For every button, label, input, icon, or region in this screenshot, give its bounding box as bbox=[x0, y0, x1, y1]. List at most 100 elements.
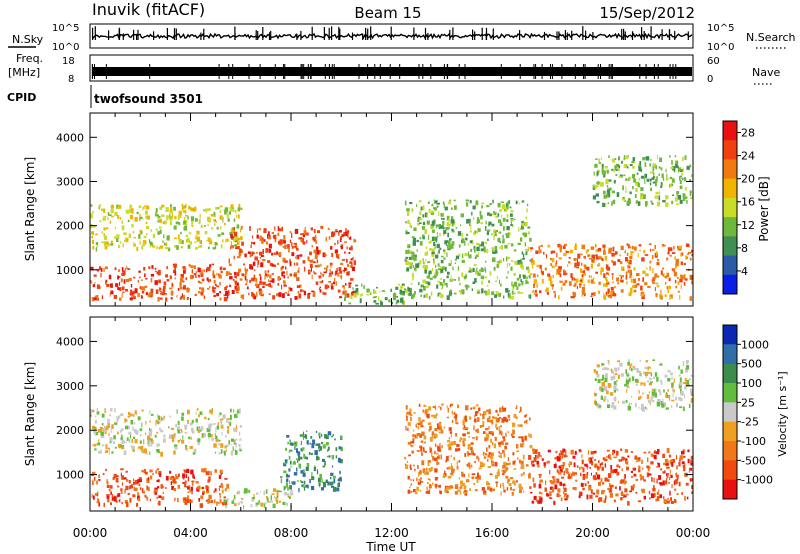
heatmap-cell bbox=[296, 458, 299, 460]
heatmap-cell bbox=[231, 438, 235, 442]
heatmap-cell bbox=[133, 422, 136, 425]
heatmap-cell bbox=[443, 279, 446, 283]
heatmap-cell bbox=[503, 453, 506, 457]
heatmap-cell bbox=[294, 296, 298, 300]
heatmap-cell bbox=[529, 273, 533, 276]
heatmap-cell bbox=[139, 428, 143, 432]
heatmap-cell bbox=[502, 485, 505, 490]
heatmap-cell bbox=[646, 178, 650, 182]
heatmap-cell bbox=[630, 451, 633, 453]
heatmap-cell bbox=[422, 468, 426, 474]
heatmap-cell bbox=[675, 501, 677, 503]
heatmap-cell bbox=[537, 464, 540, 468]
heatmap-cell bbox=[232, 206, 234, 209]
heatmap-cell bbox=[528, 294, 530, 299]
heatmap-cell bbox=[451, 241, 455, 246]
heatmap-cell bbox=[322, 482, 326, 488]
heatmap-cell bbox=[612, 261, 616, 266]
heatmap-cell bbox=[449, 431, 453, 434]
heatmap-cell bbox=[476, 291, 481, 294]
heatmap-cell bbox=[264, 275, 266, 280]
heatmap-cell bbox=[182, 294, 185, 300]
noise-left-label: N.Sky bbox=[12, 33, 44, 46]
heatmap-cell bbox=[682, 178, 684, 181]
heatmap-cell bbox=[604, 255, 608, 261]
heatmap-cell bbox=[220, 483, 223, 488]
heatmap-cell bbox=[159, 245, 164, 249]
heatmap-cell bbox=[236, 245, 240, 250]
heatmap-cell bbox=[662, 471, 665, 474]
heatmap-cell bbox=[359, 298, 362, 304]
heatmap-cell bbox=[467, 453, 471, 455]
heatmap-cell bbox=[502, 469, 506, 474]
heatmap-cell bbox=[689, 479, 692, 482]
heatmap-cell bbox=[531, 259, 533, 262]
heatmap-cell bbox=[288, 247, 290, 253]
colorbar-swatch bbox=[723, 421, 737, 442]
heatmap-cell bbox=[604, 377, 608, 383]
heatmap-cell bbox=[333, 281, 336, 285]
heatmap-cell bbox=[238, 225, 240, 229]
heatmap-cell bbox=[579, 466, 581, 471]
heatmap-cell bbox=[120, 413, 124, 416]
heatmap-cell bbox=[623, 163, 627, 169]
heatmap-cell bbox=[137, 292, 140, 297]
heatmap-cell bbox=[323, 271, 327, 274]
heatmap-cell bbox=[107, 447, 111, 450]
heatmap-cell bbox=[609, 493, 613, 498]
heatmap-cell bbox=[414, 468, 416, 472]
heatmap-cell bbox=[465, 405, 469, 411]
heatmap-cell bbox=[421, 431, 425, 436]
heatmap-cell bbox=[406, 267, 410, 272]
heatmap-cell bbox=[211, 412, 213, 415]
heatmap-cell bbox=[612, 281, 614, 284]
heatmap-cell bbox=[404, 288, 406, 291]
heatmap-cell bbox=[345, 231, 349, 237]
colorbar-swatch bbox=[723, 344, 737, 365]
heatmap-cell bbox=[301, 484, 303, 487]
heatmap-cell bbox=[530, 262, 532, 265]
heatmap-cell bbox=[669, 490, 671, 496]
heatmap-cell bbox=[573, 462, 576, 468]
heatmap-cell bbox=[507, 431, 510, 433]
heatmap-cell bbox=[448, 244, 452, 250]
heatmap-cell bbox=[594, 163, 598, 168]
heatmap-cell bbox=[537, 274, 539, 277]
heatmap-cell bbox=[207, 224, 209, 226]
heatmap-cell bbox=[194, 293, 197, 296]
heatmap-cell bbox=[271, 252, 273, 256]
heatmap-cell bbox=[182, 266, 186, 269]
heatmap-cell bbox=[182, 482, 186, 484]
heatmap-cell bbox=[486, 291, 490, 296]
heatmap-cell bbox=[655, 293, 658, 298]
heatmap-cell bbox=[198, 290, 201, 294]
heatmap-cell bbox=[625, 178, 628, 181]
heatmap-cell bbox=[592, 475, 597, 480]
heatmap-cell bbox=[179, 297, 182, 300]
heatmap-cell bbox=[121, 475, 124, 480]
heatmap-cell bbox=[600, 387, 604, 392]
heatmap-cell bbox=[214, 435, 218, 440]
heatmap-cell bbox=[629, 364, 631, 369]
heatmap-cell bbox=[455, 448, 459, 452]
heatmap-cell bbox=[644, 173, 648, 179]
heatmap-cell bbox=[519, 202, 521, 205]
heatmap-cell bbox=[644, 282, 648, 286]
heatmap-cell bbox=[157, 220, 160, 223]
heatmap-cell bbox=[129, 497, 132, 503]
heatmap-cell bbox=[427, 201, 430, 204]
heatmap-cell bbox=[679, 185, 683, 190]
heatmap-cell bbox=[627, 405, 631, 411]
heatmap-cell bbox=[266, 497, 269, 502]
heatmap-cell bbox=[268, 282, 271, 288]
heatmap-cell bbox=[659, 362, 663, 365]
heatmap-cell bbox=[633, 473, 637, 477]
heatmap-cell bbox=[115, 478, 119, 483]
heatmap-cell bbox=[644, 406, 647, 409]
heatmap-cell bbox=[251, 251, 254, 255]
heatmap-cell bbox=[471, 476, 475, 479]
heatmap-cell bbox=[224, 207, 229, 213]
heatmap-cell bbox=[279, 239, 283, 245]
heatmap-cell bbox=[196, 230, 200, 235]
heatmap-cell bbox=[188, 205, 191, 209]
